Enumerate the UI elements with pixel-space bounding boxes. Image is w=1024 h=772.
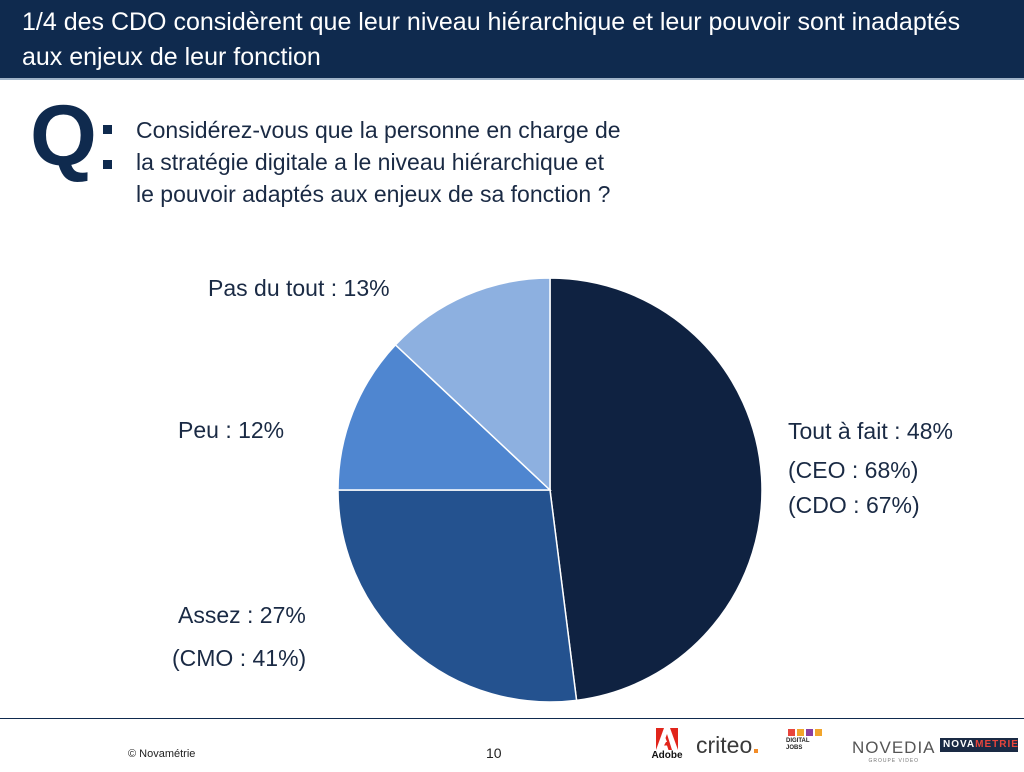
page-number: 10 — [486, 745, 502, 761]
adobe-wordmark: Adobe — [651, 750, 683, 761]
novedia-subtitle: GROUPE VIDEO — [868, 758, 920, 764]
copyright: © Novamétrie — [128, 748, 196, 760]
criteo-logo: criteo — [696, 732, 759, 759]
question-line-1: Considérez-vous que la personne en charg… — [136, 117, 621, 143]
label-peu: Peu : 12% — [178, 417, 285, 443]
novametrie-logo: NOVAMETRIE — [940, 738, 1018, 760]
pie-slice-peu — [337, 343, 552, 491]
question-line-3: le pouvoir adaptés aux enjeux de sa fonc… — [136, 181, 611, 207]
criteo-wordmark: criteo — [696, 732, 753, 758]
novametrie-part-b: METRIE — [975, 739, 1019, 750]
note-ceo: (CEO : 68%) — [788, 457, 919, 483]
digital-jobs-wordmark: DIGITAL JOBS — [786, 738, 810, 751]
note-cdo: (CDO : 67%) — [788, 492, 920, 518]
pie-slice-pas-du-tout — [394, 277, 551, 492]
slide-title: 1/4 des CDO considèrent que leur niveau … — [22, 8, 961, 71]
question-colon-dot-top — [103, 125, 112, 134]
question-colon-dot-bottom — [103, 160, 112, 169]
criteo-dot-icon — [754, 749, 759, 753]
adobe-icon — [656, 728, 678, 750]
digital-jobs-logo: DIGITAL JOBS — [786, 729, 826, 767]
question-letter: Q — [30, 88, 97, 184]
pie-slice-tout-a-fait — [549, 277, 763, 702]
label-tout-a-fait: Tout à fait : 48% — [788, 418, 953, 444]
label-assez: Assez : 27% — [178, 602, 306, 628]
question-text: Considérez-vous que la personne en charg… — [136, 114, 836, 210]
pie-slice-assez — [337, 489, 578, 703]
digital-jobs-squares-icon — [788, 729, 826, 736]
header-banner: 1/4 des CDO considèrent que leur niveau … — [0, 0, 1024, 80]
label-pas-du-tout: Pas du tout : 13% — [208, 275, 390, 301]
novametrie-part-a: NOVA — [943, 739, 976, 750]
question-line-2: la stratégie digitale a le niveau hiérar… — [136, 149, 604, 175]
adobe-logo: Adobe — [650, 728, 684, 766]
novametrie-wordmark: NOVAMETRIE — [940, 738, 1018, 752]
footer-divider — [0, 718, 1024, 719]
note-cmo: (CMO : 41%) — [172, 645, 307, 671]
novedia-logo: NOVEDIA GROUPE VIDEO — [852, 738, 936, 764]
novedia-wordmark: NOVEDIA — [852, 738, 936, 757]
